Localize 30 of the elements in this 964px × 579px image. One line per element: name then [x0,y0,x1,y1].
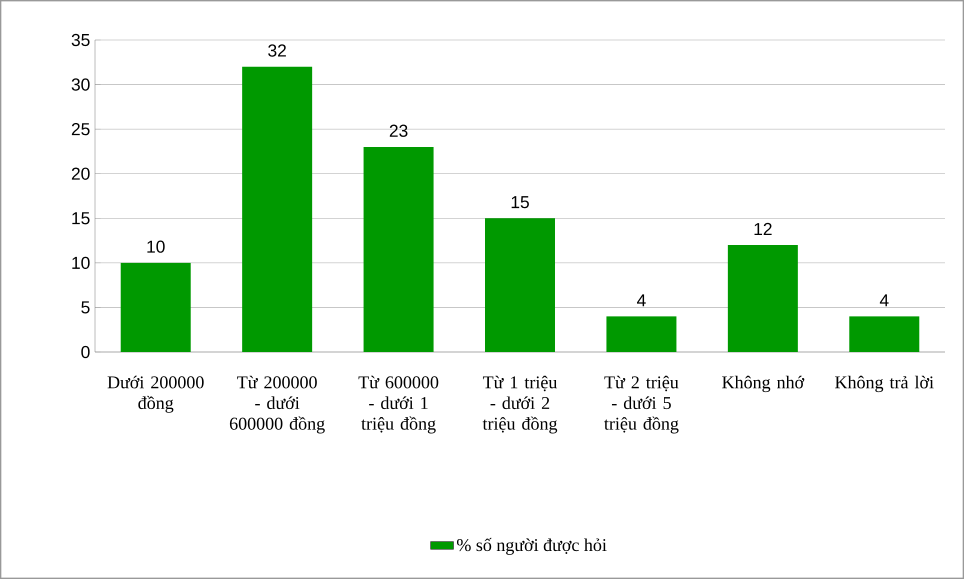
x-tick-label: Từ 600000 - dưới 1 triệu đồng [358,376,438,434]
y-tick-label: 35 [72,34,90,46]
x-tick-label: Từ 200000 - dưới 600000 đồng [230,376,325,434]
data-label: 15 [512,196,529,208]
data-label: 12 [754,222,772,235]
x-tick-label: Không nhớ [722,376,804,392]
legend-label: % số người được hỏi [456,538,607,555]
data-label: 4 [880,294,889,306]
y-tick-label: 15 [72,212,90,224]
bar [242,66,312,352]
data-label: 23 [390,124,408,137]
bar [849,316,920,352]
data-label: 32 [268,44,286,57]
y-tick-label: 30 [72,78,90,91]
bar [485,218,555,352]
bar [120,262,191,352]
y-tick-label: 10 [72,256,90,269]
data-label: 10 [147,240,165,253]
y-tick-label: 0 [81,346,90,358]
y-tick-label: 5 [81,301,90,314]
x-tick-label: Không trả lời [835,376,934,392]
bar [606,316,676,352]
y-tick-label: 20 [72,168,90,180]
bar [728,245,798,352]
x-tick-label: Từ 2 triệu - dưới 5 triệu đồng [604,376,679,434]
x-tick-label: Từ 1 triệu - dưới 2 triệu đồng [482,376,558,434]
x-tick-label: Dưới 200000 đồng [108,376,204,413]
y-tick-label: 25 [72,123,90,136]
bar [364,146,434,352]
data-label: 4 [637,294,646,306]
